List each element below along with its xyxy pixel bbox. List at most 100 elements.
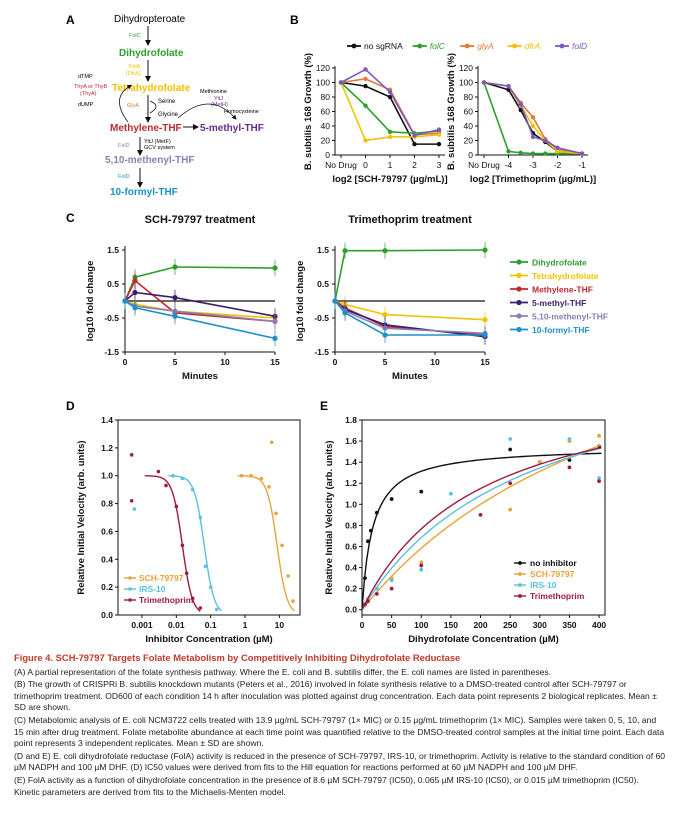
b-right-y-tick-label: 80 bbox=[464, 92, 474, 102]
c-left-series-point bbox=[132, 289, 138, 296]
b-left-x-tick-label: 3 bbox=[437, 160, 442, 170]
d-fit-curve bbox=[168, 475, 223, 612]
c-right-series-line bbox=[334, 300, 486, 321]
d-data-point bbox=[190, 487, 195, 492]
d-data-point bbox=[267, 485, 271, 489]
b-right-series-point bbox=[518, 102, 523, 107]
enzyme-folc: FolC bbox=[129, 33, 141, 39]
legend-e-label: IRS-10 bbox=[530, 580, 557, 590]
folate-pathway-diagram: Dihydropteroate FolC Dihydrofolate FolA … bbox=[74, 14, 264, 198]
panel-e: 0.0 0.2 0.4 0.6 0.8 1.0 1.2 1.4 1.6 1.8 0 50 100 150 2… bbox=[324, 415, 606, 645]
b-right-x-tick-label: -2 bbox=[554, 160, 562, 170]
e-data-point bbox=[389, 578, 394, 583]
enzyme-yitj-metf: YitJ (MetF) bbox=[144, 139, 171, 145]
c-left-series-point bbox=[172, 313, 178, 319]
c-left-series-point bbox=[272, 318, 278, 324]
c-left-y-tick-label: -1.5 bbox=[104, 347, 119, 357]
legend-e-marker bbox=[518, 583, 522, 587]
e-x-tick-label: 100 bbox=[414, 620, 428, 630]
b-left-y-tick-label: 120 bbox=[316, 63, 330, 73]
e-y-tick-label: 0.0 bbox=[345, 605, 357, 615]
legend-c-marker bbox=[516, 259, 522, 265]
c-right-y-label: log10 fold change bbox=[295, 261, 306, 342]
enzyme-thya: (ThyA) bbox=[80, 91, 97, 97]
e-x-tick-label: 0 bbox=[360, 620, 365, 630]
b-left-series-point bbox=[363, 103, 368, 108]
enzyme-fold-1: FolD bbox=[118, 143, 130, 149]
e-data-point bbox=[597, 433, 601, 438]
legend-b-marker bbox=[417, 43, 423, 49]
d-data-point bbox=[180, 543, 185, 548]
e-x-tick-label: 50 bbox=[387, 620, 397, 630]
c-right-y-tick-label: -0.5 bbox=[314, 313, 329, 323]
b-left-series-point bbox=[387, 134, 393, 140]
c-right-series-line bbox=[334, 249, 486, 302]
d-data-point bbox=[174, 504, 179, 509]
c-right-x-tick-label: 10 bbox=[430, 357, 440, 367]
b-right-y-tick-label: 100 bbox=[459, 78, 473, 88]
c-left-series-line bbox=[124, 291, 276, 318]
d-y-tick-label: 0.8 bbox=[101, 499, 113, 509]
b-right-y-tick-label: 20 bbox=[464, 136, 474, 146]
b-left-series-line bbox=[340, 78, 440, 136]
d-x-label: Inhibitor Concentration (µM) bbox=[145, 634, 272, 645]
c-left-y-tick-label: 1.5 bbox=[107, 245, 119, 255]
metabolite-dtmp: dTMP bbox=[78, 74, 93, 80]
e-y-tick-label: 1.8 bbox=[345, 415, 357, 425]
c-left-x-tick-label: 10 bbox=[220, 357, 230, 367]
legend-b-label: folD bbox=[572, 41, 587, 51]
metabolite-glycine: Glycine bbox=[158, 112, 179, 118]
e-data-point bbox=[537, 460, 542, 465]
c-right-x-label: Minutes bbox=[392, 371, 428, 382]
enzyme-gcv-system: GCV system bbox=[144, 145, 175, 151]
e-data-point bbox=[374, 510, 379, 515]
d-data-point bbox=[129, 498, 134, 503]
b-right-series-point bbox=[555, 149, 560, 154]
b-left-x-tick-label: 1 bbox=[388, 160, 393, 170]
e-x-tick-label: 200 bbox=[473, 620, 487, 630]
c-right-series-point bbox=[482, 332, 488, 338]
enzyme-thya-thyb: ThyA or ThyB bbox=[74, 84, 108, 90]
b-right-series-point bbox=[530, 134, 536, 140]
b-right-x-tick-label: No Drug bbox=[468, 160, 500, 170]
d-data-point bbox=[190, 596, 195, 601]
c-right-series-point bbox=[382, 312, 388, 318]
legend-b-label: folC bbox=[430, 41, 446, 51]
e-data-point bbox=[368, 528, 373, 533]
legend-b-marker bbox=[464, 43, 470, 49]
d-x-tick-label: 0.1 bbox=[205, 620, 217, 630]
b-left-series-point bbox=[387, 94, 393, 100]
e-fit-curve bbox=[361, 444, 602, 611]
c-right-series-point bbox=[332, 298, 338, 304]
b-left-series-line bbox=[340, 68, 440, 137]
d-y-tick-label: 1.2 bbox=[101, 443, 113, 453]
b-left-series-point bbox=[363, 83, 368, 89]
b-right-x-tick-label: -3 bbox=[529, 160, 537, 170]
e-data-point bbox=[419, 567, 424, 572]
d-data-point bbox=[171, 473, 175, 478]
c-left-series-point bbox=[272, 265, 278, 271]
b-right-series-point bbox=[543, 151, 548, 156]
d-data-point bbox=[274, 511, 278, 516]
d-data-point bbox=[184, 571, 189, 576]
e-y-tick-label: 1.0 bbox=[345, 499, 357, 509]
c-right-series-line bbox=[334, 300, 485, 336]
b-left-series-point bbox=[412, 133, 417, 138]
e-y-tick-label: 1.2 bbox=[345, 478, 357, 488]
legend-b-marker bbox=[512, 43, 517, 49]
metabolite-homocysteine: Homocysteine bbox=[224, 109, 259, 115]
caption-a: (A) A partial representation of the fola… bbox=[14, 666, 552, 677]
e-y-tick-label: 0.2 bbox=[345, 584, 357, 594]
enzyme-glya: GlyA bbox=[127, 103, 139, 109]
b-right-series-point bbox=[543, 138, 548, 143]
e-fit-curve bbox=[361, 452, 602, 610]
enzyme-yitj: YitJ bbox=[214, 96, 223, 102]
caption-e: (E) FolA activity as a function of dihyd… bbox=[14, 774, 639, 797]
b-left-y-tick-label: 0 bbox=[325, 150, 330, 160]
e-data-point bbox=[508, 437, 513, 441]
e-plot-frame bbox=[361, 419, 606, 616]
b-left-series-point bbox=[436, 132, 442, 137]
enzyme-fold-2: FolD bbox=[118, 174, 130, 180]
node-tetrahydrofolate: Tetrahydrofolate bbox=[112, 83, 191, 94]
e-data-point bbox=[449, 491, 453, 496]
